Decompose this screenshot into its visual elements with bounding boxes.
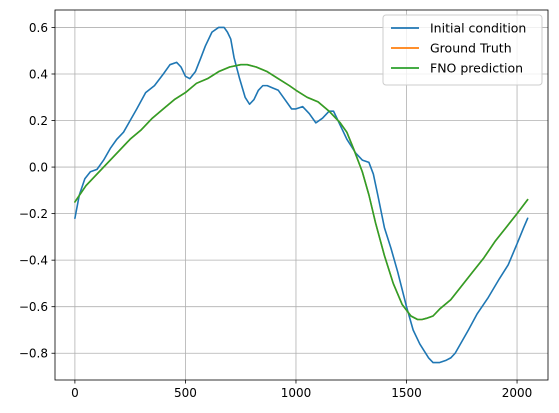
- legend: Initial condition Ground Truth FNO predict…: [382, 14, 543, 86]
- x-tick-label: 0: [71, 386, 79, 400]
- y-tick-label: 0.0: [29, 161, 48, 175]
- legend-label-ground-truth: Ground Truth: [430, 41, 512, 56]
- y-tick-label: −0.2: [19, 207, 48, 221]
- series-line-initial-condition: [74, 26, 529, 364]
- grid: [55, 10, 548, 380]
- y-tick-label: −0.8: [19, 347, 48, 361]
- x-tick-label: 1500: [391, 386, 422, 400]
- series-lines: [74, 26, 529, 364]
- y-tick-label: −0.6: [19, 300, 48, 314]
- y-tick-label: −0.4: [19, 254, 48, 268]
- x-tick-label: 1000: [281, 386, 312, 400]
- y-tick-label: 0.6: [29, 21, 48, 35]
- axis-ticks: 0 500 1000 1500 2000 −0.8 −0.6 −0.4 −0.2 0.0 0.2 0.…: [19, 21, 532, 400]
- plot-frame: [54, 9, 549, 381]
- legend-label-initial-condition: Initial condition: [430, 21, 526, 36]
- x-tick-label: 2000: [502, 386, 533, 400]
- legend-label-fno-prediction: FNO prediction: [430, 61, 523, 76]
- legend-box: [382, 14, 543, 86]
- series-line-fno-prediction: [74, 63, 529, 321]
- y-tick-label: 0.2: [29, 114, 48, 128]
- y-tick-label: 0.4: [29, 67, 48, 81]
- x-tick-label: 500: [174, 386, 197, 400]
